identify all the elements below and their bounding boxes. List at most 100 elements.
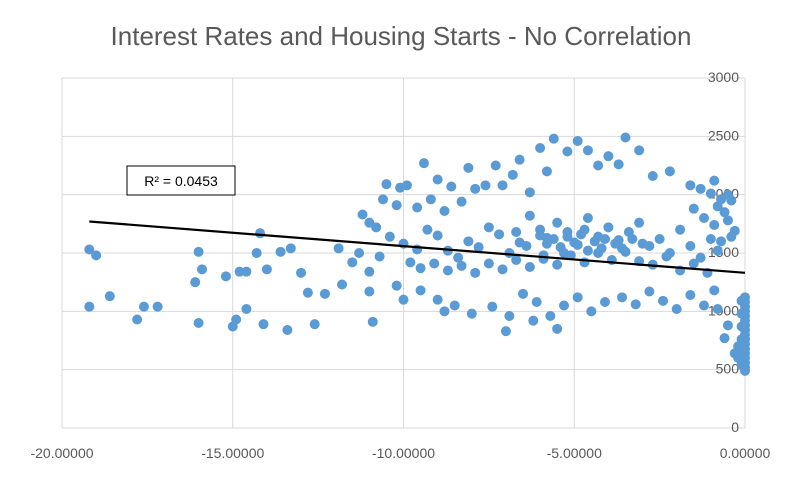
data-point <box>524 262 535 272</box>
data-point <box>719 333 730 344</box>
data-point <box>695 183 706 194</box>
data-point <box>391 280 402 291</box>
data-point <box>613 159 624 170</box>
data-point <box>483 222 494 233</box>
data-point <box>627 234 638 244</box>
data-point <box>535 143 546 153</box>
data-point <box>480 180 491 191</box>
data-point <box>84 244 95 255</box>
data-point <box>497 180 508 191</box>
data-point <box>709 285 720 296</box>
data-point <box>364 266 375 277</box>
data-point <box>719 207 730 218</box>
data-point <box>432 294 443 305</box>
data-point <box>193 318 204 328</box>
data-point <box>562 231 573 242</box>
data-point <box>572 136 583 146</box>
data-point <box>559 248 570 258</box>
data-point <box>466 308 477 319</box>
data-point <box>705 234 716 244</box>
data-point <box>470 267 481 278</box>
data-point <box>504 311 515 321</box>
data-point <box>152 301 163 312</box>
data-point <box>241 266 252 277</box>
data-point <box>378 194 389 205</box>
data-point <box>582 145 593 156</box>
data-point <box>712 245 723 256</box>
data-point <box>309 319 320 330</box>
data-point <box>518 288 529 299</box>
data-point <box>319 288 330 299</box>
data-point <box>688 258 699 269</box>
data-point <box>463 162 474 173</box>
data-point <box>685 241 696 251</box>
data-point <box>193 246 204 257</box>
data-point <box>589 236 600 247</box>
x-tick-label: -10.00000 <box>372 445 435 461</box>
data-point <box>422 224 433 235</box>
data-point <box>582 245 593 256</box>
data-point <box>439 306 450 317</box>
data-point <box>456 196 467 207</box>
data-point <box>596 243 607 254</box>
data-point <box>722 215 733 226</box>
data-point <box>705 188 716 199</box>
r-squared-label: R² = 0.0453 <box>126 165 236 196</box>
data-point <box>285 243 296 254</box>
data-point <box>548 234 559 244</box>
data-point <box>675 224 686 235</box>
data-point <box>220 271 231 282</box>
data-point <box>709 220 720 230</box>
data-point <box>552 323 563 334</box>
data-point <box>282 325 293 335</box>
data-point <box>552 217 563 228</box>
data-point <box>637 238 648 249</box>
data-point <box>709 175 720 186</box>
data-point <box>432 174 443 185</box>
data-point <box>617 292 628 303</box>
data-point <box>647 171 658 181</box>
data-point <box>722 320 733 331</box>
data-point <box>357 209 368 220</box>
data-point <box>84 301 95 312</box>
data-point <box>429 258 440 269</box>
data-point <box>726 231 737 242</box>
data-point <box>432 230 443 241</box>
data-point <box>514 154 525 165</box>
data-point <box>391 200 402 211</box>
data-point <box>439 206 450 216</box>
y-tick-label: 0 <box>731 419 739 435</box>
x-tick-label: -20.00000 <box>30 445 93 461</box>
data-point <box>497 264 508 275</box>
data-point <box>521 241 532 251</box>
data-point <box>190 277 201 288</box>
data-point <box>302 287 313 298</box>
data-point <box>261 264 272 275</box>
data-point <box>104 291 115 302</box>
data-point <box>538 250 549 261</box>
data-point <box>490 160 501 171</box>
data-point <box>729 348 740 359</box>
data-point <box>367 316 378 327</box>
data-point <box>736 308 747 319</box>
data-point <box>197 264 208 275</box>
x-tick-label: -15.00000 <box>201 445 264 461</box>
data-point <box>552 259 563 270</box>
data-point <box>528 315 539 326</box>
data-point <box>487 301 498 312</box>
data-point <box>664 166 675 177</box>
data-point <box>599 234 610 244</box>
data-point <box>545 311 556 321</box>
data-point <box>661 251 672 262</box>
data-point <box>586 306 597 317</box>
data-point <box>620 132 631 143</box>
data-point <box>736 321 747 332</box>
grid-lines <box>61 77 746 429</box>
data-point <box>654 234 665 244</box>
data-point <box>449 300 460 311</box>
x-tick-label: -5.00000 <box>547 445 602 461</box>
data-point <box>258 319 269 330</box>
data-point <box>695 252 706 263</box>
data-point <box>473 242 484 253</box>
